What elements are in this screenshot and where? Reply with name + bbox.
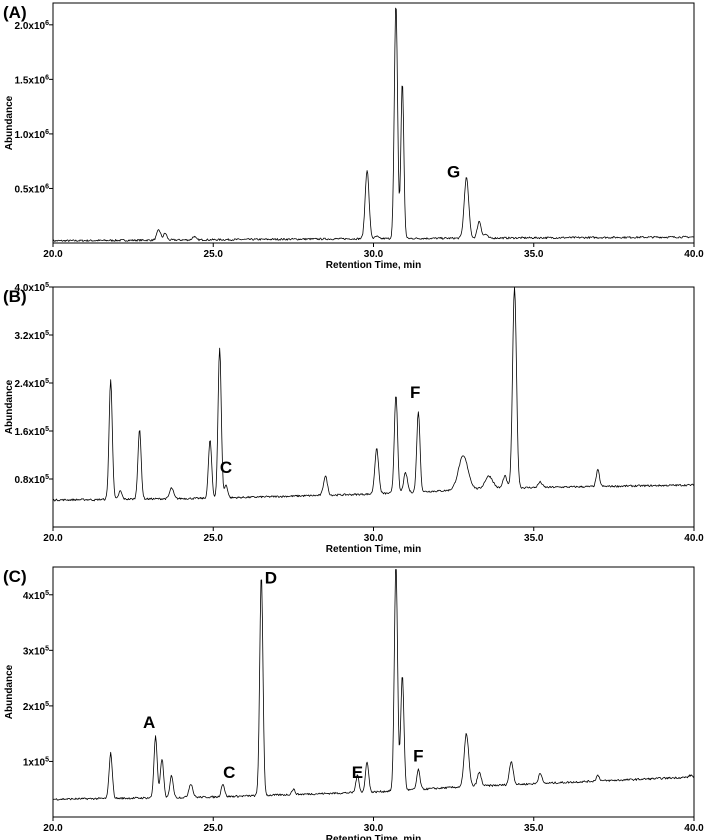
x-tick-label: 30.0 <box>364 823 384 834</box>
x-tick-label: 30.0 <box>364 533 384 544</box>
peak-label-f: F <box>413 746 423 765</box>
peak-label-e: E <box>352 763 363 782</box>
y-axis-title: Abundance <box>4 95 15 150</box>
x-tick-label: 40.0 <box>684 249 704 260</box>
plot-frame <box>52 566 695 818</box>
chart-panel-c: 20.0 25.0 30.0 35.0 40.0 1x105 2x105 3x105 4x105… <box>3 566 704 840</box>
y-tick-label: 4x105 <box>23 590 49 602</box>
y-tick-label: 1.5x106 <box>15 74 50 86</box>
y-axis-title: Abundance <box>4 379 15 434</box>
y-tick-label: 3.2x105 <box>15 330 50 342</box>
x-axis-title: Retention Time, min <box>326 260 421 271</box>
plot-frame <box>52 2 695 244</box>
peak-label-c: C <box>223 763 235 782</box>
y-axis-title: Abundance <box>4 664 15 719</box>
y-tick-label: 2.4x105 <box>15 378 50 390</box>
y-tick-label: 2.0x106 <box>15 20 50 32</box>
y-tick-label: 2x105 <box>23 701 49 713</box>
x-tick-label: 20.0 <box>43 533 63 544</box>
chart-panel-a: 20.0 25.0 30.0 35.0 40.0 0.5x106 1.0x106 1.5x10… <box>3 2 704 271</box>
y-tick-label: 1.0x106 <box>15 129 50 141</box>
panel-label: (C) <box>3 567 27 586</box>
y-tick-label: 1x105 <box>23 756 49 768</box>
x-tick-label: 20.0 <box>43 249 63 260</box>
peak-label-f: F <box>410 383 420 402</box>
x-tick-label: 30.0 <box>364 249 384 260</box>
y-tick-label: 0.8x105 <box>15 474 50 486</box>
chromatogram-trace <box>52 569 695 801</box>
peak-label-d: D <box>265 569 277 588</box>
x-tick-label: 25.0 <box>204 249 224 260</box>
y-tick-label: 3x105 <box>23 645 49 657</box>
x-tick-label: 35.0 <box>524 249 544 260</box>
x-axis-title: Retention Time, min <box>326 544 421 555</box>
chart-panel-b: 20.0 25.0 30.0 35.0 40.0 0.8x105 1.6x105 2.4x10… <box>3 282 704 555</box>
plot-frame <box>52 286 695 528</box>
x-tick-label: 20.0 <box>43 823 63 834</box>
x-tick-label: 40.0 <box>684 533 704 544</box>
chromatogram-trace <box>52 7 695 242</box>
x-tick-label: 40.0 <box>684 823 704 834</box>
panel-label: (A) <box>3 3 27 22</box>
peak-label-g: G <box>447 163 460 182</box>
x-tick-label: 25.0 <box>204 823 224 834</box>
x-tick-label: 25.0 <box>204 533 224 544</box>
x-tick-label: 35.0 <box>524 533 544 544</box>
x-axis-title: Retention Time, min <box>326 834 421 840</box>
y-tick-label: 1.6x105 <box>15 426 50 438</box>
peak-label-a: A <box>143 713 155 732</box>
y-tick-label: 4.0x105 <box>15 282 50 294</box>
chromatogram-trace <box>52 286 695 502</box>
panel-label: (B) <box>3 287 27 306</box>
y-tick-label: 0.5x106 <box>15 183 50 195</box>
peak-label-c: C <box>220 458 232 477</box>
x-tick-label: 35.0 <box>524 823 544 834</box>
